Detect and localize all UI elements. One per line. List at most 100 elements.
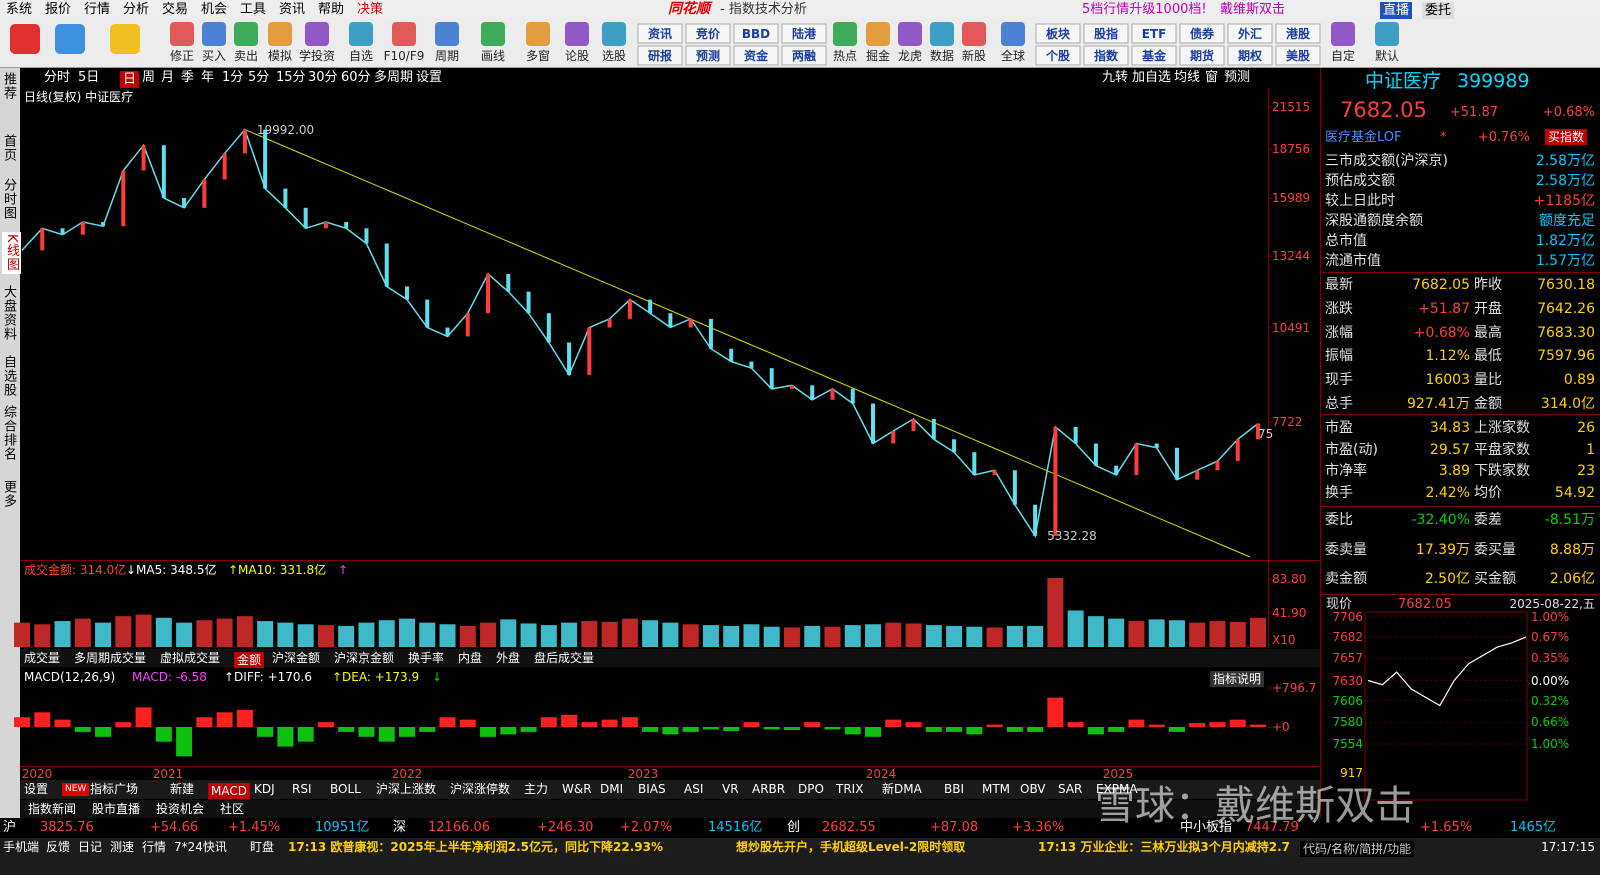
tool-button[interactable]: 新股 [961, 49, 987, 63]
grid-button[interactable]: 基金 [1141, 49, 1167, 63]
sub-tab[interactable]: 投资机会 [156, 802, 205, 816]
side-tab[interactable]: 综合排名 [1, 405, 16, 461]
period-tab[interactable]: 5分 [248, 70, 270, 85]
sub-tab[interactable]: 社区 [220, 802, 245, 816]
grid-button[interactable]: 个股 [1045, 49, 1071, 63]
side-tab[interactable]: 大盘资料 [1, 285, 16, 341]
indicator-tab[interactable]: OBV [1020, 782, 1046, 796]
status-button[interactable]: 7*24快讯 [174, 840, 227, 854]
status-button[interactable]: 日记 [78, 840, 103, 854]
tool-button[interactable]: 卖出 [233, 49, 259, 63]
indicator-tab[interactable]: TRIX [836, 782, 864, 796]
grid-button[interactable]: ETF [1141, 27, 1167, 41]
tool-button[interactable]: 热点 [832, 49, 858, 63]
period-tab[interactable]: 季 [181, 70, 195, 85]
period-tab[interactable]: 月 [161, 70, 175, 85]
indicator-tab[interactable]: EXPMA [1096, 782, 1138, 796]
volume-tab[interactable]: 内盘 [458, 651, 483, 665]
tool-button[interactable]: 周期 [434, 49, 460, 63]
side-tab[interactable]: 推荐 [1, 72, 16, 100]
status-button[interactable]: 行情 [142, 840, 167, 854]
side-tab[interactable]: K线图 [2, 232, 21, 274]
grid-button[interactable]: 外汇 [1237, 27, 1263, 41]
volume-tab[interactable]: 沪深金额 [272, 651, 321, 665]
chart-tool[interactable]: 加自选 [1132, 70, 1172, 85]
period-tab[interactable]: 周 [142, 70, 156, 85]
period-tab[interactable]: 15分 [276, 70, 306, 85]
menu-item[interactable]: 系统 [6, 2, 33, 17]
indicator-square[interactable]: 指标广场 [90, 782, 139, 796]
volume-tab[interactable]: 外盘 [496, 651, 521, 665]
menu-item[interactable]: 帮助 [318, 2, 345, 17]
side-tab[interactable]: 首页 [1, 134, 16, 162]
grid-button[interactable]: 港股 [1285, 27, 1311, 41]
tool-button[interactable]: 画线 [480, 49, 506, 63]
period-tab[interactable]: 分时 [44, 70, 71, 85]
tool-button[interactable]: 模拟 [267, 49, 293, 63]
indicator-tab[interactable]: 沪深涨停数 [450, 782, 511, 796]
buy-button[interactable]: 买指数 [1545, 129, 1588, 145]
indicator-tab[interactable]: ASI [684, 782, 704, 796]
indicator-tab[interactable]: SAR [1058, 782, 1083, 796]
menu-item[interactable]: 资讯 [279, 2, 306, 17]
indicator-tab[interactable]: BOLL [330, 782, 361, 796]
grid-button[interactable]: 研报 [647, 49, 673, 63]
grid-button[interactable]: 股指 [1093, 27, 1119, 41]
promo-link[interactable]: 5档行情升级1000档! [1082, 2, 1207, 17]
indicator-tab[interactable]: DMI [600, 782, 624, 796]
volume-tab[interactable]: 沪深京金额 [334, 651, 395, 665]
menu-item[interactable]: 交易 [162, 2, 189, 17]
grid-button[interactable]: BBD [741, 27, 771, 41]
indicator-tab[interactable]: W&R [562, 782, 592, 796]
settings-button[interactable]: 设置 [24, 782, 49, 796]
volume-tab[interactable]: 虚拟成交量 [160, 651, 221, 665]
news-ticker[interactable]: 17:13 欧普康视：2025年上半年净利润2.5亿元，同比下降22.93% [288, 840, 664, 854]
volume-tab[interactable]: 盘后成交量 [534, 651, 595, 665]
indicator-tab[interactable]: MTM [982, 782, 1011, 796]
tool-button[interactable]: 数据 [929, 49, 955, 63]
status-button[interactable]: 测速 [110, 840, 135, 854]
indicator-tab[interactable]: DPO [798, 782, 824, 796]
grid-button[interactable]: 期权 [1237, 49, 1263, 63]
grid-button[interactable]: 预测 [695, 49, 721, 63]
volume-tab[interactable]: 换手率 [408, 651, 445, 665]
grid-button[interactable]: 竞价 [695, 27, 721, 41]
live-button[interactable]: 直播 [1380, 2, 1413, 19]
period-tab[interactable]: 60分 [341, 70, 371, 85]
news-ticker[interactable]: 17:13 万业企业：三林万业拟3个月内减持2.7 [1038, 840, 1290, 854]
side-tab[interactable]: 分时图 [1, 178, 16, 220]
period-tab[interactable]: 5日 [78, 70, 100, 85]
help-button[interactable]: 指标说明 [1210, 671, 1265, 687]
volume-tab[interactable]: 金额 [234, 652, 265, 668]
menu-item[interactable]: 决策 [357, 2, 384, 17]
tool-button[interactable]: 论股 [564, 49, 590, 63]
trade-button[interactable]: 委托 [1422, 2, 1455, 19]
tool-button[interactable]: 买入 [201, 49, 227, 63]
tool-button[interactable]: 自定 [1330, 49, 1356, 63]
grid-button[interactable]: 两融 [791, 49, 817, 63]
grid-button[interactable]: 债券 [1189, 27, 1215, 41]
volume-tab[interactable]: 多周期成交量 [74, 651, 147, 665]
indicator-tab[interactable]: BBI [944, 782, 965, 796]
chart-tool[interactable]: 窗 [1205, 70, 1219, 85]
chart-tool[interactable]: 九转 [1102, 70, 1129, 85]
tool-button[interactable]: 掘金 [865, 49, 891, 63]
user-name[interactable]: 戴维斯双击 [1220, 2, 1286, 17]
tool-button[interactable]: F10/F9 [383, 49, 425, 63]
side-tab[interactable]: 自选股 [1, 355, 16, 397]
menu-item[interactable]: 分析 [123, 2, 150, 17]
tool-button[interactable]: 默认 [1374, 49, 1400, 63]
indicator-tab[interactable]: MACD [208, 783, 250, 799]
grid-button[interactable]: 期货 [1189, 49, 1215, 63]
indicator-tab[interactable]: RSI [292, 782, 312, 796]
tool-button[interactable]: 自选 [348, 49, 374, 63]
status-button[interactable]: 盯盘 [250, 840, 275, 854]
grid-button[interactable]: 资金 [743, 49, 769, 63]
indicator-tab[interactable]: VR [722, 782, 739, 796]
status-button[interactable]: 反馈 [46, 840, 71, 854]
menu-item[interactable]: 机会 [201, 2, 228, 17]
fund-link[interactable]: 医疗基金LOF [1325, 130, 1402, 145]
chart-tool[interactable]: 均线 [1174, 70, 1201, 85]
indicator-tab[interactable]: BIAS [638, 782, 666, 796]
grid-button[interactable]: 资讯 [647, 27, 673, 41]
